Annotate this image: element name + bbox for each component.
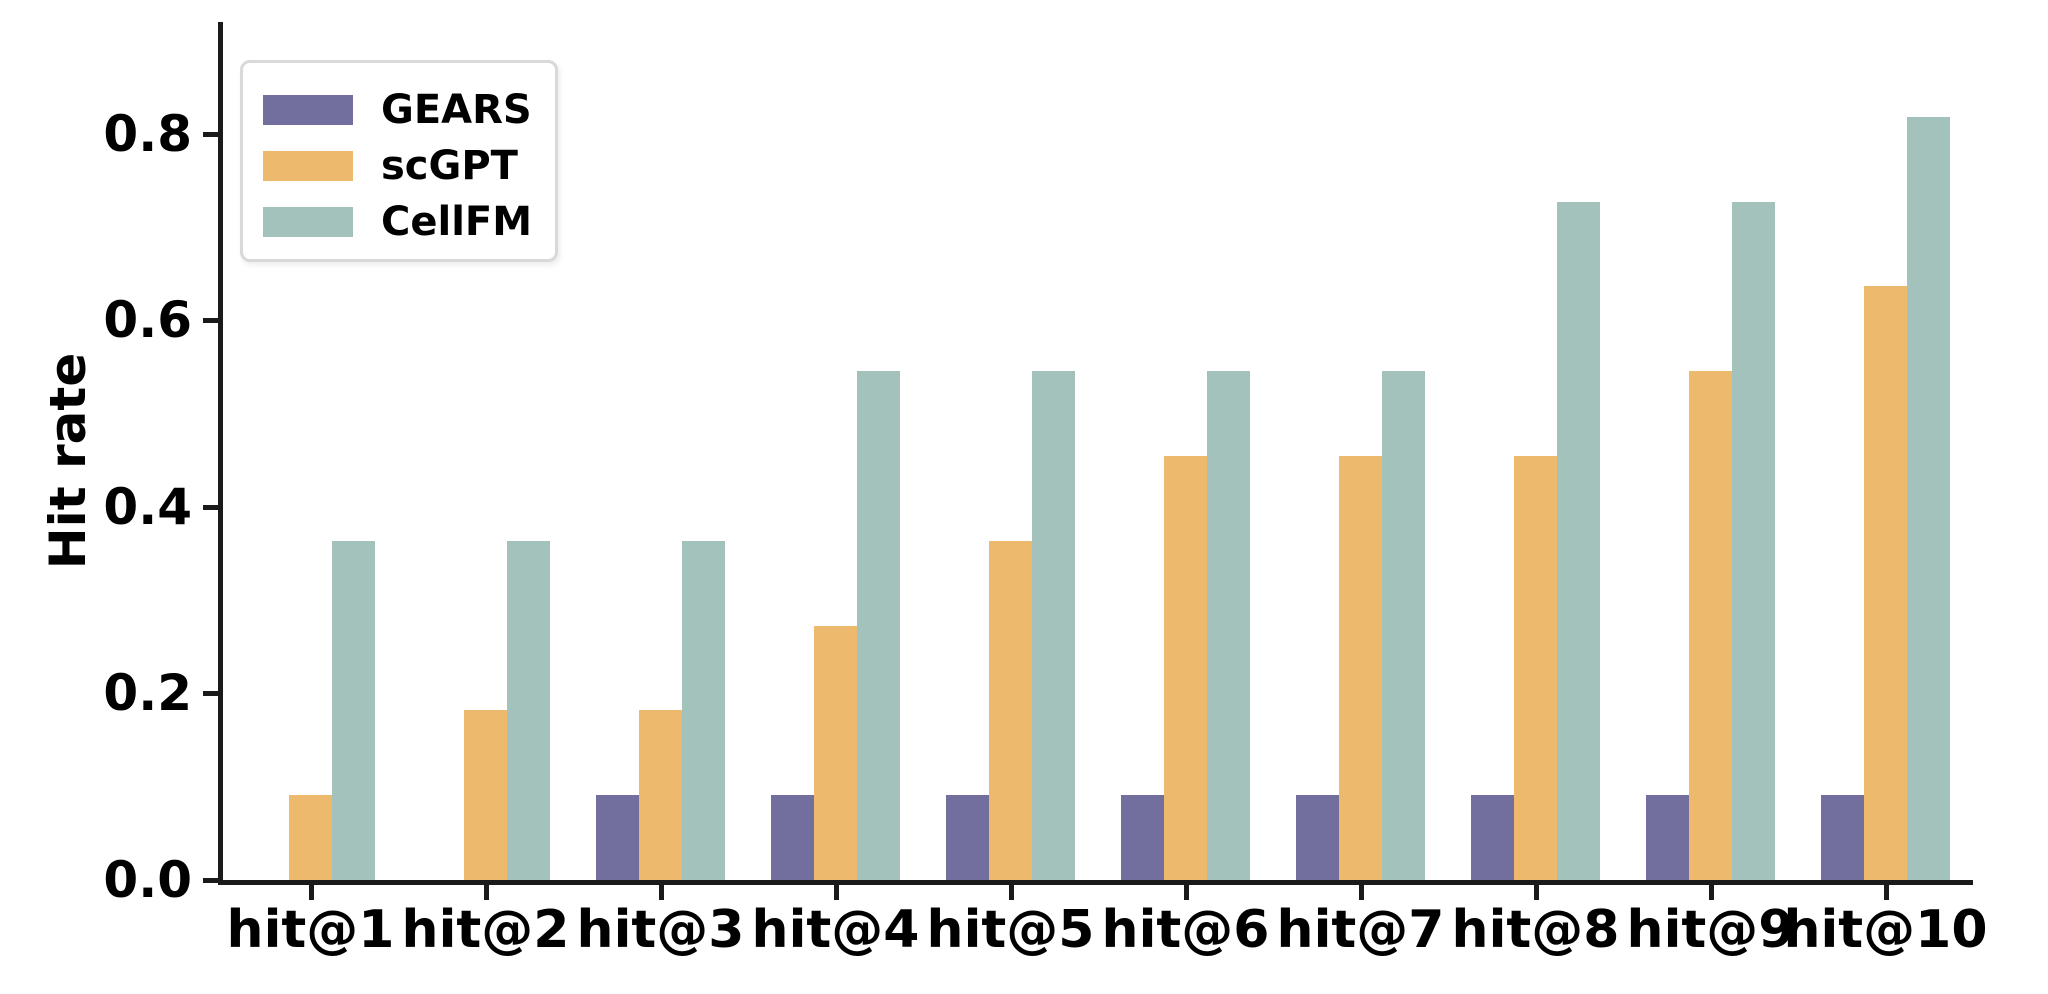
y-tick-label: 0.0: [103, 851, 192, 909]
x-tick-label: hit@10: [1783, 900, 1988, 960]
legend: GEARS scGPT CellFM: [240, 60, 558, 262]
y-tick-mark-0.6: [203, 318, 218, 324]
x-tick-label: hit@4: [751, 900, 920, 960]
legend-swatch-scgpt: [263, 151, 353, 181]
bar-cellfm-hit@7: [1382, 371, 1425, 880]
bar-cellfm-hit@5: [1032, 371, 1075, 880]
bar-scgpt-hit@4: [814, 626, 857, 880]
x-tick-mark-hit@5: [1008, 885, 1014, 900]
y-tick-label: 0.8: [103, 104, 192, 163]
bar-gears-hit@9: [1646, 795, 1689, 880]
bar-cellfm-hit@4: [857, 371, 900, 880]
x-tick-label: hit@6: [1101, 900, 1270, 960]
bar-gears-hit@6: [1121, 795, 1164, 880]
x-tick-mark-hit@1: [308, 885, 314, 900]
y-tick-mark-0.2: [203, 691, 218, 697]
x-tick-mark-hit@10: [1883, 885, 1889, 900]
legend-item-scgpt: scGPT: [263, 139, 555, 193]
bar-gears-hit@7: [1296, 795, 1339, 880]
bar-scgpt-hit@8: [1514, 456, 1557, 880]
x-tick-label: hit@7: [1276, 900, 1445, 960]
x-tick-label: hit@2: [401, 900, 570, 960]
bar-gears-hit@10: [1821, 795, 1864, 880]
bar-group-hit@4: [771, 22, 900, 880]
x-tick-label: hit@3: [576, 900, 745, 960]
bar-group-hit@3: [596, 22, 725, 880]
bar-scgpt-hit@6: [1164, 456, 1207, 880]
bar-scgpt-hit@5: [989, 541, 1032, 880]
y-tick-mark-0.0: [203, 878, 218, 883]
x-tick-label: hit@8: [1451, 900, 1620, 960]
bar-group-hit@9: [1646, 22, 1775, 880]
x-tick-mark-hit@2: [483, 885, 489, 900]
bar-cellfm-hit@6: [1207, 371, 1250, 880]
bar-group-hit@6: [1121, 22, 1250, 880]
bar-scgpt-hit@10: [1864, 286, 1907, 880]
bar-group-hit@5: [946, 22, 1075, 880]
bar-cellfm-hit@9: [1732, 202, 1775, 880]
legend-label: scGPT: [381, 143, 518, 189]
legend-swatch-gears: [263, 95, 353, 125]
x-tick-mark-hit@9: [1708, 885, 1714, 900]
legend-item-cellfm: CellFM: [263, 195, 555, 249]
x-tick-mark-hit@8: [1533, 885, 1539, 900]
bar-scgpt-hit@2: [464, 710, 507, 880]
bar-scgpt-hit@1: [289, 795, 332, 880]
bar-scgpt-hit@7: [1339, 456, 1382, 880]
y-tick-label: 0.4: [103, 477, 192, 536]
bar-group-hit@8: [1471, 22, 1600, 880]
legend-item-gears: GEARS: [263, 83, 555, 137]
bar-group-hit@1: [246, 22, 375, 880]
bar-cellfm-hit@3: [682, 541, 725, 880]
x-tick-mark-hit@4: [833, 885, 839, 900]
x-tick-mark-hit@7: [1358, 885, 1364, 900]
x-tick-mark-hit@3: [658, 885, 664, 900]
bar-gears-hit@5: [946, 795, 989, 880]
x-tick-label: hit@1: [226, 900, 395, 960]
x-tick-mark-hit@6: [1183, 885, 1189, 900]
bar-cellfm-hit@1: [332, 541, 375, 880]
bar-group-hit@7: [1296, 22, 1425, 880]
y-tick-label: 0.2: [103, 664, 192, 723]
x-tick-label: hit@9: [1626, 900, 1795, 960]
bar-cellfm-hit@10: [1907, 117, 1950, 880]
bar-gears-hit@3: [596, 795, 639, 880]
bar-group-hit@10: [1821, 22, 1950, 880]
plot-area: [218, 22, 1973, 885]
bar-cellfm-hit@8: [1557, 202, 1600, 880]
bar-gears-hit@8: [1471, 795, 1514, 880]
bar-group-hit@2: [421, 22, 550, 880]
legend-label: CellFM: [381, 199, 533, 245]
y-tick-mark-0.4: [203, 504, 218, 510]
x-tick-label: hit@5: [926, 900, 1095, 960]
y-tick-mark-0.8: [203, 131, 218, 137]
y-tick-label: 0.6: [103, 291, 192, 350]
bar-scgpt-hit@9: [1689, 371, 1732, 880]
bar-gears-hit@4: [771, 795, 814, 880]
bar-cellfm-hit@2: [507, 541, 550, 880]
bar-scgpt-hit@3: [639, 710, 682, 880]
legend-swatch-cellfm: [263, 207, 353, 237]
legend-label: GEARS: [381, 87, 532, 133]
